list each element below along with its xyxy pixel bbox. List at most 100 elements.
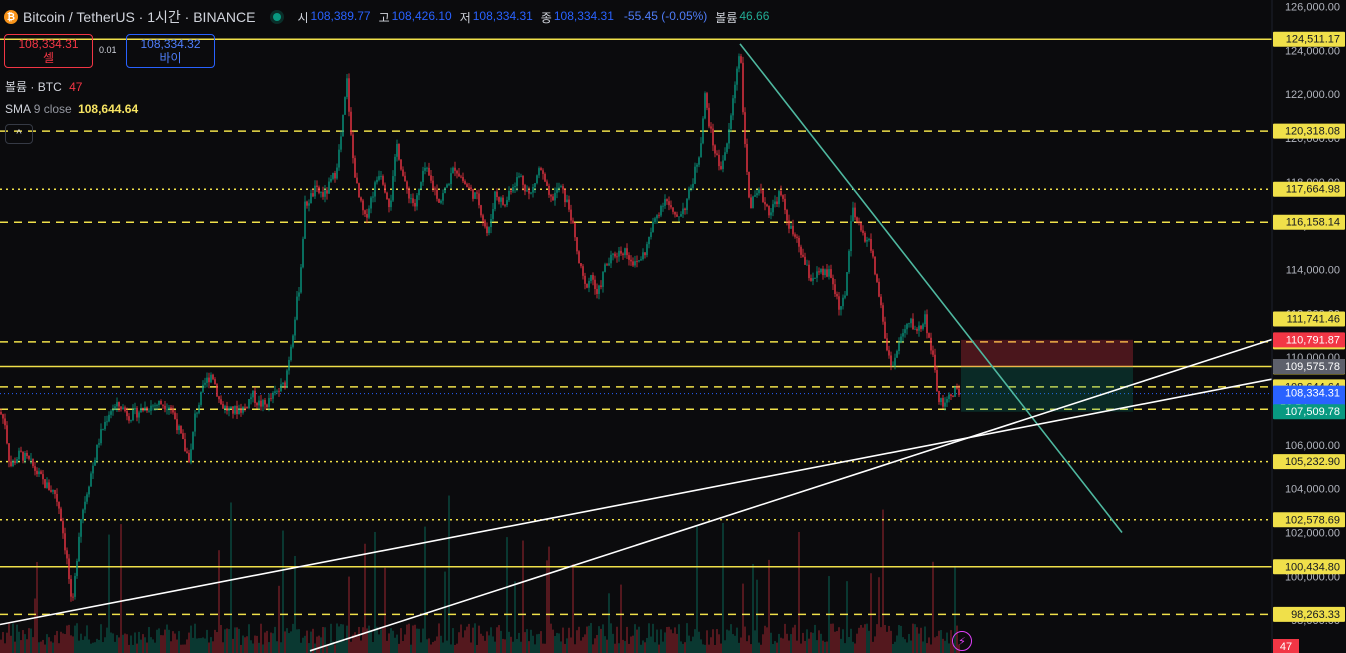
volume-bar <box>460 624 462 653</box>
volume-bar <box>494 641 496 653</box>
candle-body <box>684 208 686 211</box>
volume-bar <box>398 643 400 653</box>
candle-body <box>906 324 908 330</box>
trendline-support-2[interactable] <box>309 314 1346 652</box>
candle-body <box>524 184 526 192</box>
volume-bar <box>892 643 894 653</box>
candle-body <box>896 351 898 358</box>
target-price-tag-bg <box>1273 404 1345 420</box>
candle-body <box>216 384 218 397</box>
candle-body <box>170 407 172 409</box>
candle-body <box>602 271 604 287</box>
volume-bar <box>730 624 732 653</box>
volume-bar <box>6 632 8 653</box>
volume-bar <box>696 525 698 653</box>
buy-price: 108,334.32 <box>140 37 201 51</box>
volume-bar <box>864 624 866 653</box>
candle-body <box>682 208 684 215</box>
volume-bar <box>46 634 48 653</box>
symbol-title[interactable]: Bitcoin / TetherUS · 1시간 · BINANCE <box>23 9 256 25</box>
volume-bar <box>648 623 650 653</box>
volume-bar <box>284 631 286 653</box>
candle-body <box>360 197 362 201</box>
candle-body <box>54 489 56 494</box>
volume-bar <box>74 625 76 653</box>
price-tick-label: 126,000.00 <box>1285 2 1340 14</box>
candle-body <box>664 199 666 206</box>
volume-bar <box>58 643 60 653</box>
volume-bar <box>0 639 2 653</box>
candle-body <box>484 220 486 227</box>
volume-bar <box>374 531 376 653</box>
volume-bar <box>806 629 808 653</box>
candle-body <box>288 360 290 371</box>
sell-button[interactable]: 108,334.31 셀 <box>4 34 93 68</box>
level-price-tag-bg <box>1273 559 1345 575</box>
volume-bar <box>36 561 38 653</box>
volume-bar <box>568 627 570 653</box>
candle-body <box>412 198 414 204</box>
candle-body <box>236 405 238 415</box>
candle-body <box>24 452 26 461</box>
candle-body <box>706 93 708 108</box>
volume-bar <box>180 644 182 653</box>
volume-bar <box>850 628 852 653</box>
volume-bar <box>32 637 34 653</box>
volume-bar <box>490 627 492 653</box>
volume-bar <box>668 626 670 653</box>
candle-body <box>218 396 220 400</box>
candle-body <box>854 207 856 218</box>
candle-body <box>74 575 76 597</box>
price-tick-label: 100,000.00 <box>1285 571 1340 583</box>
lightning-icon[interactable]: ⚡ <box>952 631 972 651</box>
candle-body <box>162 404 164 406</box>
position-stop-zone[interactable] <box>961 339 1133 367</box>
candle-body <box>422 170 424 183</box>
volume-bar <box>274 626 276 653</box>
volume-bar <box>372 642 374 653</box>
volume-bar <box>752 563 754 653</box>
trendlines[interactable] <box>0 43 1346 652</box>
candle-body <box>436 189 438 199</box>
candle-body <box>50 490 52 492</box>
candle-body <box>382 176 384 185</box>
candle-body <box>538 168 540 176</box>
volume-bar <box>192 637 194 653</box>
volume-bar <box>350 641 352 653</box>
candle-body <box>510 190 512 192</box>
collapse-legend-button[interactable]: ^ <box>5 124 33 144</box>
volume-bar <box>682 643 684 653</box>
candle-body <box>292 335 294 347</box>
volume-bar <box>786 633 788 653</box>
candle-body <box>228 408 230 411</box>
volume-bar <box>692 636 694 653</box>
candle-body <box>414 203 416 207</box>
candle-body <box>396 143 398 157</box>
volume-bar <box>486 631 488 653</box>
candle-body <box>716 153 718 155</box>
volume-bar <box>934 637 936 653</box>
candle-body <box>310 193 312 204</box>
volume-bar <box>330 623 332 653</box>
price-axis[interactable]: 126,000.00124,000.00122,000.00120,000.00… <box>1271 0 1346 653</box>
trendline-support-1[interactable] <box>0 364 1346 626</box>
volume-bar <box>762 634 764 653</box>
volume-indicator-legend[interactable]: 볼륨 · BTC 47 <box>5 78 82 95</box>
candle-body <box>220 399 222 405</box>
volume-bar <box>766 627 768 653</box>
candle-body <box>498 197 500 202</box>
level-price-tag: 105,232.90 <box>1285 456 1340 468</box>
trendline-resistance[interactable] <box>739 43 1123 533</box>
volume-bar <box>914 624 916 653</box>
volume-bar <box>206 629 208 653</box>
candle-body <box>710 126 712 129</box>
buy-button[interactable]: 108,334.32 바이 <box>126 34 215 68</box>
candle-body <box>628 255 630 260</box>
volume-bar <box>796 640 798 653</box>
position-tool[interactable] <box>961 339 1133 412</box>
position-target-zone[interactable] <box>961 366 1133 412</box>
volume-bar <box>576 630 578 653</box>
volume-bar <box>106 627 108 653</box>
sma-indicator-legend[interactable]: SMA 9 close 108,644.64 <box>5 102 138 116</box>
